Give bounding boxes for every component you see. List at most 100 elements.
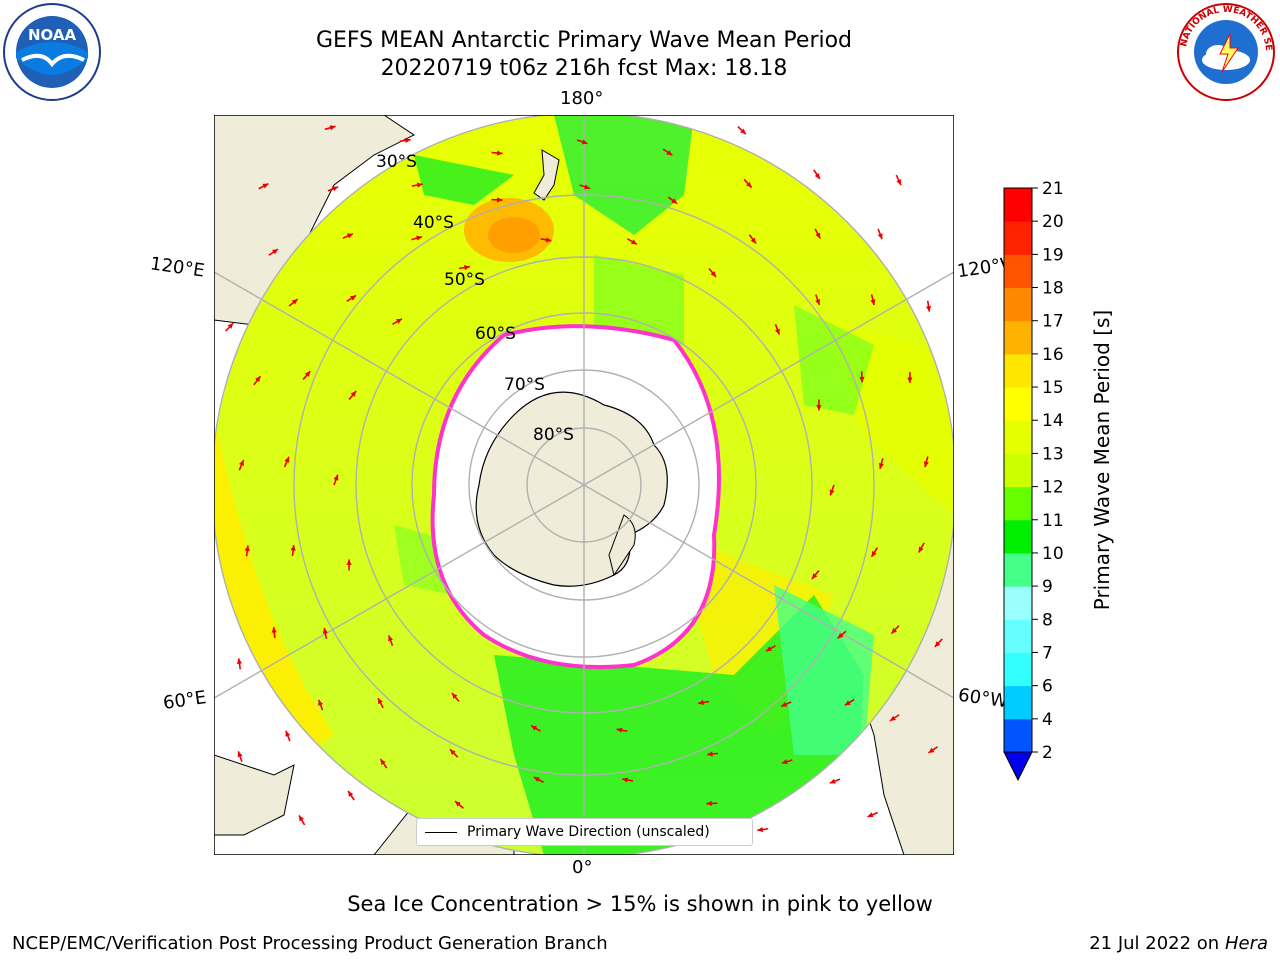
wave-arrow-head bbox=[877, 233, 883, 240]
wave-arrow-head bbox=[350, 391, 357, 397]
colorbar-ticks: 2 4 6 7 8 9 10 11 12 13 14 15 16 17 18 19 20 21 bbox=[1032, 179, 1064, 763]
wave-arrow-head bbox=[934, 641, 941, 647]
antarctic-peninsula bbox=[608, 514, 636, 577]
colorbar-block bbox=[1004, 320, 1032, 355]
wave-arrow-head bbox=[630, 239, 637, 245]
wave-arrow-head bbox=[237, 751, 243, 758]
wave-arrow-head bbox=[923, 461, 929, 468]
lon-label-0: 0° bbox=[572, 857, 593, 878]
wave-arrow-head bbox=[706, 800, 712, 807]
wave-arrow-head bbox=[236, 658, 243, 665]
wave-arrow-head bbox=[740, 128, 746, 135]
legend-line-swatch bbox=[425, 831, 457, 833]
chart-subtitle: 20220719 t06z 216h fcst Max: 18.18 bbox=[380, 56, 788, 81]
lon-label-60e: 60°E bbox=[161, 687, 208, 714]
national-weather-service-logo: NATIONAL WEATHER SERVICE bbox=[1173, 0, 1276, 102]
wave-arrow-head bbox=[396, 318, 403, 324]
map-legend: Primary Wave Direction (unscaled) bbox=[416, 818, 753, 846]
colorbar-tick-label: 18 bbox=[1042, 279, 1064, 299]
wave-arrow-head bbox=[322, 627, 328, 634]
colorbar: 2 4 6 7 8 9 10 11 12 13 14 15 16 17 18 19 20 21 bbox=[990, 179, 1120, 794]
wave-arrow-head bbox=[416, 235, 423, 241]
colorbar-tick-label: 9 bbox=[1042, 577, 1053, 597]
wave-arrow-head bbox=[859, 376, 865, 383]
lon-label-180: 180° bbox=[560, 88, 604, 109]
lat-label-40s: 40°S bbox=[413, 213, 454, 233]
wave-arrow-head bbox=[449, 749, 456, 756]
wave-arrow-head bbox=[299, 815, 305, 822]
wave-arrow-head bbox=[290, 545, 296, 551]
lat-label-50s: 50°S bbox=[444, 270, 485, 290]
colorbar-block bbox=[1004, 188, 1032, 222]
wave-arrow-head bbox=[291, 299, 298, 305]
wave-arrow-head bbox=[455, 801, 461, 807]
wave-arrow-head bbox=[464, 264, 470, 271]
chart-title: GEFS MEAN Antarctic Primary Wave Mean Pe… bbox=[315, 28, 853, 53]
wave-arrow-head bbox=[666, 150, 673, 156]
colorbar-tick-label: 13 bbox=[1042, 444, 1064, 464]
wave-arrow-head bbox=[318, 699, 324, 706]
machine-name: Hera bbox=[1224, 933, 1268, 954]
wave-arrow-head bbox=[388, 635, 394, 642]
colorbar-under-triangle bbox=[1003, 751, 1033, 782]
wave-arrow-head bbox=[837, 632, 844, 639]
noaa-logo: NOAA bbox=[2, 2, 102, 102]
wave-arrow-head bbox=[891, 627, 897, 634]
colorbar-tick-label: 2 bbox=[1042, 743, 1053, 763]
sea-ice-note: Sea Ice Concentration > 15% is shown in … bbox=[347, 892, 933, 916]
wave-arrow-head bbox=[451, 693, 458, 699]
colorbar-tick-label: 15 bbox=[1042, 378, 1064, 398]
colorbar-block bbox=[1004, 486, 1032, 521]
wave-arrow-head bbox=[814, 173, 820, 180]
colorbar-tick-label: 17 bbox=[1042, 312, 1064, 332]
lat-label-60s: 60°S bbox=[475, 324, 516, 344]
wave-arrow-head bbox=[262, 183, 269, 189]
colorbar-blocks bbox=[1003, 187, 1033, 782]
lat-label-80s: 80°S bbox=[533, 425, 574, 445]
wave-arrow-head bbox=[878, 463, 884, 469]
lat-label-70s: 70°S bbox=[504, 375, 545, 395]
graticule bbox=[214, 115, 954, 855]
wave-arrow-head bbox=[304, 371, 311, 377]
colorbar-tick-label: 6 bbox=[1042, 677, 1053, 697]
colorbar-block bbox=[1004, 619, 1032, 653]
wave-arrow-head bbox=[918, 546, 924, 553]
wave-arrow-head bbox=[781, 701, 788, 707]
colorbar-label-wrap: Primary Wave Mean Period [s] bbox=[1082, 250, 1122, 670]
colorbar-block bbox=[1004, 287, 1032, 322]
wave-arrow-head bbox=[622, 777, 628, 783]
colorbar-tick-label: 7 bbox=[1042, 643, 1053, 663]
wave-arrow-head bbox=[239, 460, 244, 466]
wave-direction-arrows bbox=[225, 125, 943, 844]
wave-arrow-head bbox=[616, 727, 623, 733]
wave-arrow-head bbox=[533, 777, 540, 782]
wave-arrow-head bbox=[781, 759, 788, 765]
wave-arrow-head bbox=[815, 299, 821, 305]
colorbar-tick-label: 14 bbox=[1042, 411, 1064, 431]
wave-arrow-head bbox=[348, 790, 354, 797]
wave-arrow-head bbox=[829, 489, 835, 496]
colorbar-tick-label: 10 bbox=[1042, 544, 1064, 564]
wave-arrow-head bbox=[584, 184, 591, 190]
date-stamp: 21 Jul 2022 on Hera bbox=[1089, 933, 1268, 954]
wave-arrow-head bbox=[889, 715, 896, 721]
wave-arrow-head bbox=[333, 474, 339, 481]
wave-arrow-head bbox=[870, 299, 876, 306]
colorbar-block bbox=[1004, 221, 1032, 255]
colorbar-tick-label: 20 bbox=[1042, 212, 1064, 232]
wave-arrow-head bbox=[750, 237, 756, 244]
wave-arrow-head bbox=[765, 646, 772, 652]
wave-arrow-head bbox=[255, 376, 261, 383]
wave-arrow-head bbox=[496, 197, 503, 203]
colorbar-tick-label: 11 bbox=[1042, 511, 1064, 531]
colorbar-block bbox=[1004, 519, 1032, 554]
wave-arrow-head bbox=[816, 405, 822, 411]
colorbar-outline bbox=[1003, 187, 1033, 753]
svg-text:NOAA: NOAA bbox=[28, 26, 77, 44]
wave-arrow-head bbox=[227, 323, 234, 329]
wave-arrow-head bbox=[774, 328, 780, 335]
wave-arrow-head bbox=[380, 759, 386, 765]
wave-arrow-head bbox=[272, 249, 279, 255]
wave-arrow-head bbox=[757, 826, 764, 833]
colorbar-tick-label: 16 bbox=[1042, 345, 1064, 365]
